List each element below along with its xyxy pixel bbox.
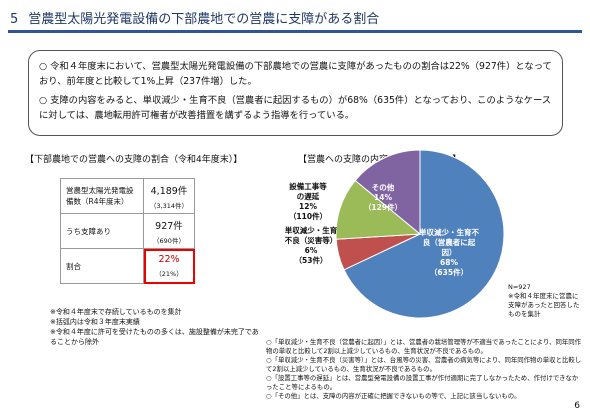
cell-value: 22% — [158, 254, 180, 265]
slice-category: 設備工事等の遅延 — [289, 182, 327, 201]
note: N=927 — [508, 283, 531, 291]
pie-slice — [335, 179, 422, 240]
slice-label: その他 14% （129件） — [363, 183, 403, 213]
footnote: ○「単収減少・生育不良（災害等）」とは、台風等の災害、営農者の病気等により、同年… — [266, 356, 582, 373]
chart-notes: N=927 ※令和４年度末に営農に支障があったと回答したものを集計 — [508, 283, 583, 319]
slice-count: （129件） — [363, 203, 403, 212]
page-number: 6 — [574, 401, 580, 411]
note: ※括弧内は令和３年度末実績 — [50, 318, 140, 326]
table-cell: 927件 （690件） — [143, 213, 195, 249]
table-title: 【下部農地での営農への支障の割合（令和4年度末）】 — [25, 155, 243, 165]
slice-value: 68% — [440, 258, 458, 267]
note: ※令和４年度末で存続しているものを集計 — [50, 308, 182, 316]
slice-label: 単収減少・生育不良（営農者に起因） 68% （635件） — [418, 228, 480, 278]
slice-count: （53件） — [294, 256, 328, 265]
pie-slice — [343, 149, 505, 319]
note: ※令和４年度末に営農に支障があったと回答したものを集計 — [508, 292, 580, 318]
cell-value: 927件 — [155, 220, 183, 232]
footnote: ○「その他」とは、支障の内容が正確に把握できないもの等で、上記に該当しないもの。 — [266, 392, 521, 400]
summary-item: ○ 令和４年度末において、営農型太陽光発電設備の下部農地での営農に支障があったも… — [39, 61, 552, 87]
slice-value: 12% — [299, 202, 317, 211]
header-rule — [8, 30, 582, 33]
table-cell: 22% （21%） — [143, 248, 195, 284]
table-notes: ※令和４年度末で存続しているものを集計 ※括弧内は令和３年度末実績 ※令和４年度… — [50, 307, 260, 347]
slice-category: その他 — [371, 183, 395, 192]
note: ※令和４年度に許可を受けたものの多くは、施設整備が未完了であることから除外 — [50, 328, 259, 346]
header-number: 5 — [10, 12, 19, 27]
slice-category: 単収減少・生育不良（営農者に起因） — [419, 228, 479, 257]
cell-value: 4,189件 — [150, 185, 188, 197]
cell-prev: （3,314件） — [149, 201, 189, 210]
summary-item: ○ 支障の内容をみると、単収減少・生育不良（営農者に起因するもの）が68%（63… — [39, 95, 552, 121]
cell-prev: （21%） — [155, 270, 183, 278]
footnote: ○「単収減少・生育不良（営農者に起因）」とは、営農者の栽培管理等が不適当であった… — [266, 338, 582, 355]
slice-count: （110件） — [288, 212, 328, 221]
footnote: ○「設置工事等の遅延」とは、営農型発電設備の設置工事が作付適期に完了しなかったた… — [266, 374, 579, 391]
slice-value: 6% — [304, 246, 318, 255]
cell-prev: （690件） — [153, 236, 185, 245]
footnotes: ○「単収減少・生育不良（営農者に起因）」とは、営農者の栽培管理等が不適当であった… — [266, 338, 582, 401]
slice-label: 設備工事等の遅延 12% （110件） — [287, 182, 329, 222]
slice-label: 単収減少・生育不良（災害等） 6% （53件） — [282, 226, 340, 266]
table-cell: 割合 — [60, 248, 144, 284]
slice-value: 14% — [374, 193, 392, 202]
header: 5 営農型太陽光発電設備の下部農地での営農に支障がある割合 — [10, 8, 389, 27]
pie-slice — [354, 149, 421, 236]
header-title: 営農型太陽光発電設備の下部農地での営農に支障がある割合 — [28, 12, 380, 27]
summary-box: ○ 令和４年度末において、営農型太陽光発電設備の下部農地での営農に支障があったも… — [28, 50, 563, 136]
slice-count: （635件） — [429, 268, 469, 277]
table-cell: 営農型太陽光発電設備数（R4年度末） — [60, 178, 144, 214]
table: 営農型太陽光発電設備数（R4年度末） 4,189件 （3,314件） うち支障あり 9… — [60, 178, 195, 284]
slice-category: 単収減少・生育不良（災害等） — [284, 226, 338, 245]
